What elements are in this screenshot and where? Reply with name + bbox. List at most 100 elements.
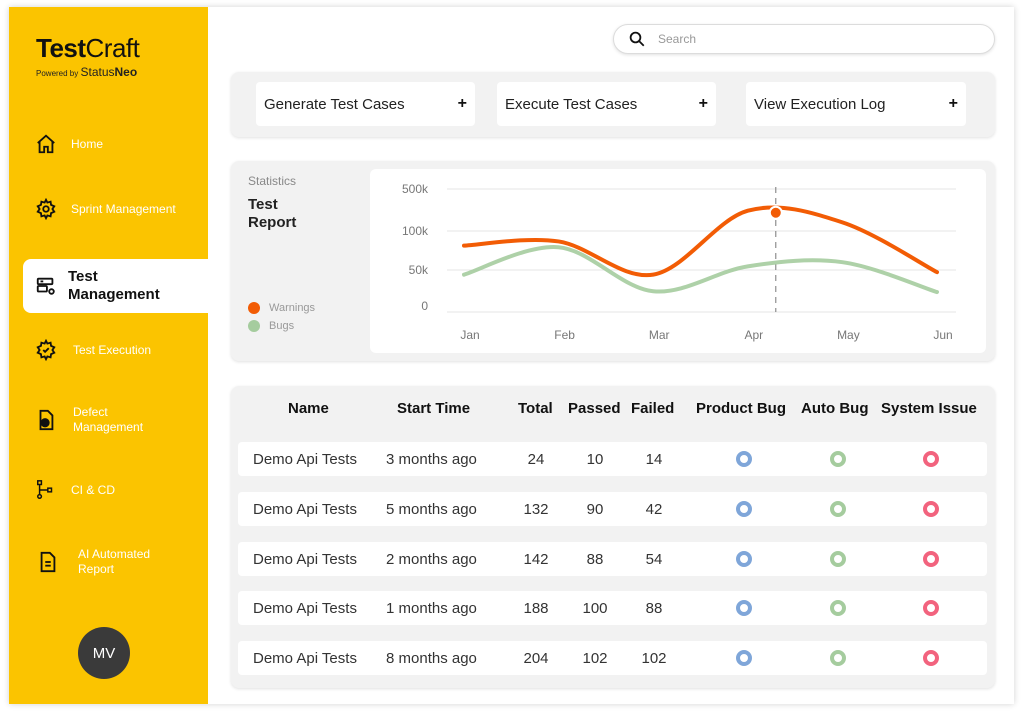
- plus-icon: +: [948, 95, 958, 112]
- sidebar-item-test-management[interactable]: Test Management: [23, 259, 208, 313]
- statistics-label: Statistics: [248, 174, 297, 188]
- search-bar[interactable]: [613, 24, 995, 54]
- button-label: Execute Test Cases: [505, 95, 638, 113]
- cell-start: 8 months ago: [386, 650, 477, 667]
- chart-title: Test Report: [248, 196, 297, 231]
- x-tick-label: May: [837, 328, 860, 342]
- server-gear-icon: [35, 275, 57, 297]
- sidebar-item-ci-cd[interactable]: CI & CD: [9, 479, 208, 501]
- product-bug-status-icon[interactable]: [736, 650, 752, 666]
- cell-total: 188: [523, 600, 549, 617]
- cell-failed: 102: [641, 650, 667, 667]
- table-row[interactable]: Demo Api Tests 8 months ago 204 102 102: [238, 641, 987, 675]
- series-line-bugs[interactable]: [462, 245, 939, 295]
- system-issue-status-icon[interactable]: [923, 650, 939, 666]
- table-row[interactable]: Demo Api Tests 5 months ago 132 90 42: [238, 492, 987, 526]
- line-chart: 0 50k 100k 500k Jan Feb Mar Apr May Jun: [370, 169, 986, 353]
- y-tick-label: 500k: [402, 182, 429, 196]
- y-tick-label: 0: [421, 299, 428, 313]
- chart-canvas: 0 50k 100k 500k Jan Feb Mar Apr May Jun: [402, 182, 956, 342]
- cell-total: 132: [523, 501, 549, 518]
- view-execution-log-button[interactable]: View Execution Log +: [746, 82, 966, 126]
- table-row[interactable]: Demo Api Tests 2 months ago 142 88 54: [238, 542, 987, 576]
- legend-label: Warnings: [269, 302, 316, 314]
- sidebar-item-label: Defect Management: [73, 405, 144, 434]
- sidebar-item-label: CI & CD: [71, 482, 116, 497]
- system-issue-status-icon[interactable]: [923, 600, 939, 616]
- column-header-total[interactable]: Total: [518, 400, 553, 417]
- execute-test-cases-button[interactable]: Execute Test Cases +: [497, 82, 716, 126]
- cell-total: 24: [527, 451, 545, 468]
- x-tick-label: Feb: [554, 328, 575, 342]
- auto-bug-status-icon[interactable]: [830, 551, 846, 567]
- column-header-failed[interactable]: Failed: [631, 400, 675, 417]
- test-runs-table: Name Start Time Total Passed Failed Prod…: [231, 386, 995, 688]
- system-issue-status-icon[interactable]: [923, 551, 939, 567]
- product-bug-status-icon[interactable]: [736, 551, 752, 567]
- sidebar-item-label: Test Execution: [73, 342, 152, 357]
- brand-logo[interactable]: TestCraft Powered by StatusNeo: [36, 33, 140, 79]
- product-bug-status-icon[interactable]: [736, 451, 752, 467]
- cell-name: Demo Api Tests: [253, 650, 357, 667]
- cell-name: Demo Api Tests: [253, 451, 357, 468]
- cell-start: 3 months ago: [386, 451, 477, 468]
- x-tick-label: Jan: [460, 328, 479, 342]
- generate-test-cases-button[interactable]: Generate Test Cases +: [256, 82, 475, 126]
- table-row[interactable]: Demo Api Tests 3 months ago 24 10 14: [238, 442, 987, 476]
- cell-failed: 88: [645, 600, 663, 617]
- table-row[interactable]: Demo Api Tests 1 months ago 188 100 88: [238, 591, 987, 625]
- plus-icon: +: [457, 95, 467, 112]
- button-label: View Execution Log: [754, 95, 886, 113]
- x-tick-label: Jun: [933, 328, 952, 342]
- product-bug-status-icon[interactable]: [736, 600, 752, 616]
- cell-passed: 88: [586, 551, 604, 568]
- sidebar-item-label: Sprint Management: [71, 201, 176, 216]
- column-header-auto-bug[interactable]: Auto Bug: [801, 400, 869, 417]
- auto-bug-status-icon[interactable]: [830, 501, 846, 517]
- cell-passed: 100: [582, 600, 608, 617]
- product-bug-status-icon[interactable]: [736, 501, 752, 517]
- column-header-start-time[interactable]: Start Time: [397, 400, 471, 417]
- brand-name: TestCraft: [36, 33, 140, 63]
- avatar[interactable]: MV: [78, 627, 130, 679]
- auto-bug-status-icon[interactable]: [830, 650, 846, 666]
- sidebar-item-test-execution[interactable]: Test Execution: [9, 335, 208, 365]
- cell-name: Demo Api Tests: [253, 551, 357, 568]
- gear-icon: [35, 198, 57, 220]
- gear-check-icon: [35, 339, 57, 361]
- legend-label: Bugs: [269, 320, 295, 332]
- cell-total: 204: [523, 650, 549, 667]
- sidebar-item-ai-automated-report[interactable]: AI Automated Report: [9, 547, 208, 577]
- x-tick-label: Mar: [649, 328, 670, 342]
- search-input[interactable]: [658, 32, 958, 46]
- cell-start: 5 months ago: [386, 501, 477, 518]
- column-header-system-issue[interactable]: System Issue: [881, 400, 977, 417]
- column-header-name[interactable]: Name: [288, 400, 329, 417]
- plus-icon: +: [698, 95, 708, 112]
- cell-name: Demo Api Tests: [253, 600, 357, 617]
- column-header-passed[interactable]: Passed: [568, 400, 621, 417]
- legend-item-warnings[interactable]: Warnings: [248, 302, 315, 314]
- highlight-point[interactable]: [768, 205, 783, 220]
- statistics-panel: Statistics Test Report Warnings Bugs 0 50…: [231, 161, 995, 361]
- sidebar-item-label: Test Management: [68, 268, 160, 303]
- auto-bug-status-icon[interactable]: [830, 600, 846, 616]
- sidebar-item-sprint-management[interactable]: Sprint Management: [9, 194, 208, 224]
- button-label: Generate Test Cases: [264, 95, 405, 113]
- sidebar-item-label: Home: [71, 136, 104, 151]
- sidebar-item-defect-management[interactable]: Defect Management: [9, 405, 208, 435]
- legend-item-bugs[interactable]: Bugs: [248, 320, 315, 332]
- series-line-warnings[interactable]: [462, 205, 939, 278]
- cell-passed: 90: [586, 501, 604, 518]
- brand-powered-by: Powered by StatusNeo: [36, 65, 138, 79]
- cell-start: 1 months ago: [386, 600, 477, 617]
- column-header-product-bug[interactable]: Product Bug: [696, 400, 786, 417]
- auto-bug-status-icon[interactable]: [830, 451, 846, 467]
- file-bug-icon: [35, 409, 57, 431]
- sidebar-item-home[interactable]: Home: [9, 129, 208, 159]
- system-issue-status-icon[interactable]: [923, 451, 939, 467]
- sidebar-item-label: AI Automated Report: [78, 547, 151, 576]
- sidebar: TestCraft Powered by StatusNeo Home Spri…: [9, 7, 208, 704]
- cell-total: 142: [523, 551, 549, 568]
- system-issue-status-icon[interactable]: [923, 501, 939, 517]
